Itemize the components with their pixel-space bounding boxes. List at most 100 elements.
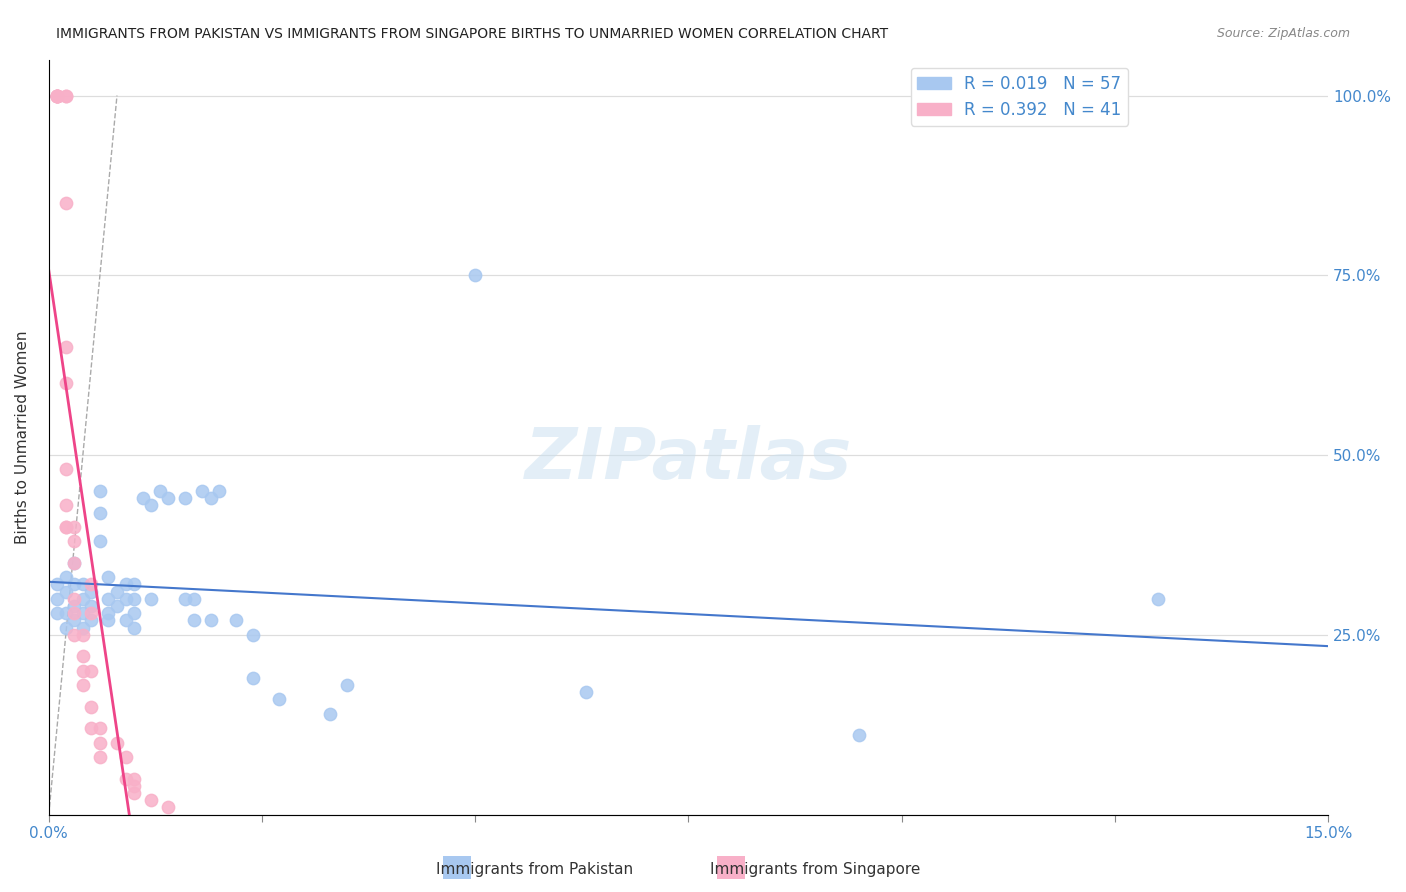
Point — [225, 614, 247, 628]
Point — [89, 534, 111, 549]
Text: IMMIGRANTS FROM PAKISTAN VS IMMIGRANTS FROM SINGAPORE BIRTHS TO UNMARRIED WOMEN : IMMIGRANTS FROM PAKISTAN VS IMMIGRANTS F… — [56, 27, 889, 41]
Point — [72, 664, 94, 678]
Point — [89, 750, 111, 764]
Point — [46, 88, 69, 103]
Y-axis label: Births to Unmarried Women: Births to Unmarried Women — [15, 330, 30, 544]
Text: ZIPatlas: ZIPatlas — [524, 425, 852, 494]
Point — [89, 736, 111, 750]
Point — [46, 88, 69, 103]
Point — [55, 88, 77, 103]
Point — [157, 800, 180, 814]
Point — [46, 88, 69, 103]
Point — [122, 779, 145, 793]
Point — [72, 649, 94, 664]
Point — [114, 750, 136, 764]
Point — [114, 772, 136, 786]
Point — [72, 606, 94, 620]
Point — [97, 570, 120, 584]
Point — [63, 556, 86, 570]
Point — [242, 671, 264, 685]
Point — [46, 88, 69, 103]
Point — [122, 577, 145, 591]
Point — [63, 606, 86, 620]
Point — [55, 570, 77, 584]
Legend: R = 0.019   N = 57, R = 0.392   N = 41: R = 0.019 N = 57, R = 0.392 N = 41 — [911, 68, 1128, 126]
Text: Source: ZipAtlas.com: Source: ZipAtlas.com — [1216, 27, 1350, 40]
Point — [55, 88, 77, 103]
Point — [89, 721, 111, 735]
Point — [89, 506, 111, 520]
Point — [63, 599, 86, 613]
Point — [55, 520, 77, 534]
Point — [122, 621, 145, 635]
Point — [55, 376, 77, 391]
Text: Immigrants from Pakistan: Immigrants from Pakistan — [436, 863, 633, 877]
Point — [72, 577, 94, 591]
Point — [242, 628, 264, 642]
Point — [157, 491, 180, 505]
Text: Immigrants from Singapore: Immigrants from Singapore — [710, 863, 921, 877]
Point — [72, 621, 94, 635]
Point — [267, 692, 290, 706]
Point — [336, 678, 359, 692]
Point — [55, 520, 77, 534]
Point — [464, 268, 486, 283]
Point — [46, 88, 69, 103]
Point — [122, 772, 145, 786]
Point — [174, 491, 197, 505]
Point — [63, 534, 86, 549]
Point — [55, 606, 77, 620]
Point — [63, 614, 86, 628]
Point — [55, 462, 77, 476]
Point — [575, 685, 598, 699]
Point — [80, 721, 103, 735]
Point — [46, 88, 69, 103]
Point — [1146, 591, 1168, 606]
Point — [80, 664, 103, 678]
Point — [174, 591, 197, 606]
Point — [63, 591, 86, 606]
Point — [200, 614, 222, 628]
Point — [46, 577, 69, 591]
Point — [63, 520, 86, 534]
Point — [97, 591, 120, 606]
Point — [63, 577, 86, 591]
Point — [114, 577, 136, 591]
Point — [105, 584, 128, 599]
Point — [114, 614, 136, 628]
Point — [105, 599, 128, 613]
Point — [80, 584, 103, 599]
Point — [114, 591, 136, 606]
Point — [97, 606, 120, 620]
Point — [72, 591, 94, 606]
Point — [139, 793, 162, 807]
Point — [80, 577, 103, 591]
Point — [149, 483, 172, 498]
Point — [63, 556, 86, 570]
Point — [46, 606, 69, 620]
Point — [46, 591, 69, 606]
Point — [131, 491, 153, 505]
Point — [105, 736, 128, 750]
Point — [63, 628, 86, 642]
Point — [80, 599, 103, 613]
Point — [319, 706, 342, 721]
Point — [55, 340, 77, 354]
Point — [97, 614, 120, 628]
Point — [80, 614, 103, 628]
Point — [139, 499, 162, 513]
Point — [848, 728, 870, 742]
Point — [208, 483, 231, 498]
Point — [122, 786, 145, 800]
Point — [191, 483, 214, 498]
Point — [200, 491, 222, 505]
Point — [183, 614, 205, 628]
Point — [139, 591, 162, 606]
Point — [72, 678, 94, 692]
Point — [55, 499, 77, 513]
Point — [89, 483, 111, 498]
Point — [55, 196, 77, 211]
Point — [122, 606, 145, 620]
Point — [55, 621, 77, 635]
Point — [55, 584, 77, 599]
